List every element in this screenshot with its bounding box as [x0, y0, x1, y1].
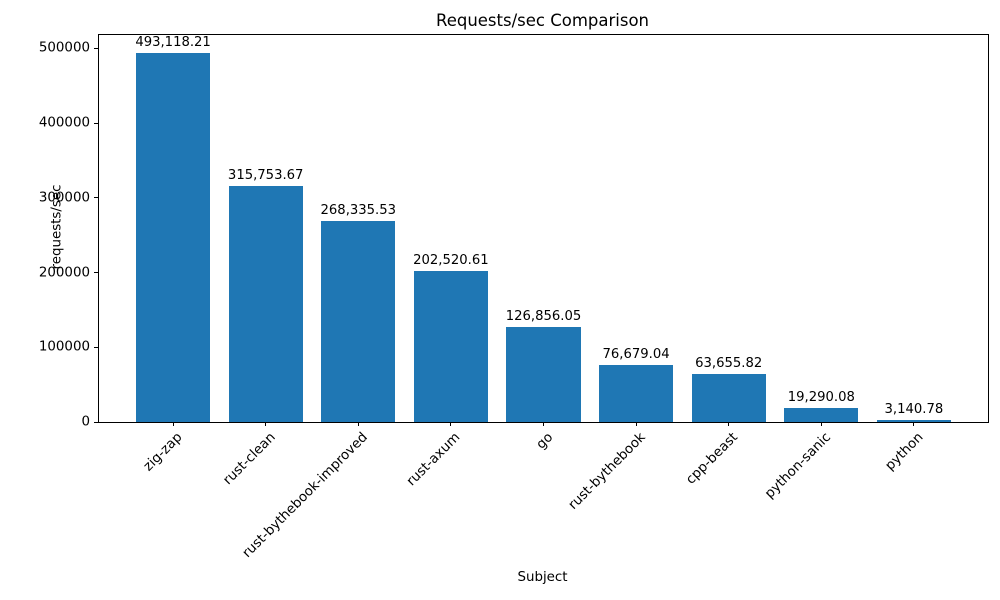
bar-value-label: 3,140.78: [884, 401, 944, 417]
bar: [784, 407, 859, 422]
bar-value-label: 493,118.21: [135, 35, 211, 51]
x-tick-label: go: [533, 430, 557, 453]
plot-area: 0 100000 200000 300000 400000 500000 493,118.2…: [39, 34, 989, 561]
x-tick-label: rust-axum: [404, 430, 464, 490]
y-tick-label: 0: [81, 414, 90, 430]
x-tick-label: cpp-beast: [683, 430, 742, 488]
x-tick-label: python: [882, 430, 927, 474]
y-tick-label: 200000: [38, 265, 90, 280]
bar: [599, 364, 674, 422]
x-tick-mark: [450, 422, 452, 426]
y-tick-label: 400000: [38, 115, 90, 131]
bar-value-label: 126,856.05: [505, 309, 582, 325]
y-tick-mark: [94, 122, 98, 124]
x-tick-label: rust-bythebook: [565, 430, 649, 513]
y-tick-mark: [94, 272, 98, 273]
bar: [136, 53, 211, 422]
x-tick-label: python-sanic: [762, 430, 834, 502]
x-tick-mark: [172, 422, 174, 426]
chart-title: Requests/sec Comparison: [435, 11, 650, 30]
y-tick-mark: [94, 197, 98, 199]
x-tick-mark: [820, 422, 822, 426]
bar-value-label: 315,753.67: [227, 167, 304, 183]
x-tick-mark: [543, 422, 544, 426]
x-tick-label: zig-zap: [141, 430, 186, 475]
bar-value-label: 76,679.04: [602, 346, 670, 362]
bar: [876, 419, 951, 422]
x-axis-label: Subject: [517, 570, 568, 585]
x-tick-mark: [728, 422, 730, 426]
x-tick-mark: [357, 422, 359, 426]
x-tick-mark: [635, 422, 637, 426]
bar-value-label: 19,290.08: [787, 389, 855, 405]
bar: [506, 327, 581, 422]
y-tick-label: 500000: [38, 40, 90, 56]
y-tick-mark: [94, 346, 98, 348]
y-tick-mark: [94, 47, 98, 49]
bar-value-label: 268,335.53: [320, 203, 397, 219]
bar: [228, 186, 303, 422]
bar: [321, 221, 396, 422]
bar-value-label: 63,655.82: [695, 356, 763, 372]
x-tick-mark: [265, 422, 267, 426]
y-tick-label: 100000: [38, 339, 90, 355]
x-tick-label: rust-clean: [220, 430, 279, 489]
y-tick-mark: [94, 421, 98, 423]
bar: [691, 374, 766, 422]
bar-value-label: 202,520.61: [413, 252, 489, 268]
y-tick-label: 300000: [38, 190, 90, 206]
x-tick-mark: [913, 422, 915, 426]
bar: [413, 270, 488, 422]
